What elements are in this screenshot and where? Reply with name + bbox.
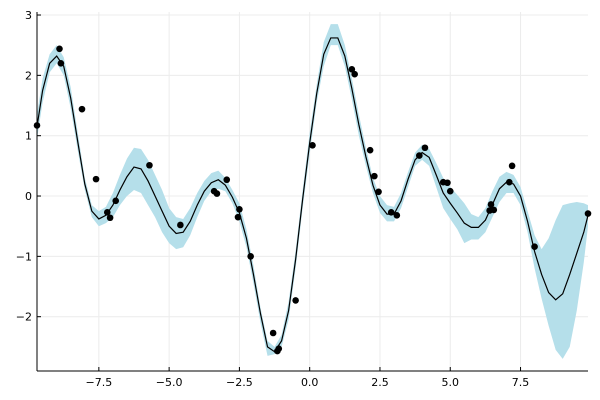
y-tick-label: 0 — [25, 190, 32, 203]
data-point — [106, 214, 114, 222]
observation-points — [33, 45, 592, 355]
data-point — [366, 146, 374, 154]
data-point — [275, 345, 283, 352]
data-point — [213, 190, 221, 197]
data-point — [505, 178, 513, 186]
axes — [36, 12, 588, 372]
data-point — [421, 144, 429, 152]
x-axis-ticks: −7.5 −5.0 −2.5 0.0 2.5 5.0 7.5 — [85, 367, 529, 389]
data-point — [223, 176, 231, 184]
data-point — [393, 212, 401, 219]
data-point — [247, 253, 254, 260]
data-point — [92, 175, 100, 183]
data-point — [292, 297, 299, 304]
y-tick-label: −1 — [16, 250, 32, 263]
data-point — [351, 70, 358, 78]
y-axis-ticks: −2 −1 0 1 2 3 — [16, 9, 41, 324]
data-point — [490, 206, 498, 214]
data-point — [387, 209, 395, 216]
x-tick-label: 2.5 — [371, 376, 389, 389]
data-point — [416, 152, 423, 159]
data-point — [508, 162, 516, 170]
y-tick-label: −2 — [16, 311, 32, 324]
data-point — [236, 205, 243, 213]
data-point — [57, 59, 65, 67]
x-tick-label: −2.5 — [226, 376, 253, 389]
x-tick-label: 7.5 — [512, 376, 530, 389]
data-point — [348, 66, 356, 73]
confidence-band — [37, 24, 588, 359]
data-point — [112, 197, 120, 205]
data-point — [234, 213, 242, 221]
confidence-band-area — [37, 24, 588, 359]
mean-line-path — [36, 37, 589, 353]
data-point — [146, 161, 153, 169]
data-point — [103, 209, 111, 216]
y-tick-label: 1 — [25, 130, 32, 143]
x-tick-label: −7.5 — [85, 376, 112, 389]
data-point — [531, 243, 538, 251]
y-tick-label: 3 — [25, 9, 32, 22]
data-point — [78, 105, 86, 113]
data-point — [446, 187, 454, 195]
data-point — [444, 179, 451, 187]
data-point — [487, 201, 495, 208]
data-point — [56, 45, 63, 53]
x-tick-label: 0.0 — [301, 376, 319, 389]
data-point — [375, 188, 382, 196]
mean-line — [36, 37, 589, 353]
data-point — [371, 172, 378, 180]
data-point — [584, 210, 592, 217]
data-point — [309, 142, 316, 149]
x-tick-label: 5.0 — [442, 376, 460, 389]
data-point — [269, 329, 277, 337]
data-point — [177, 221, 184, 229]
x-tick-label: −5.0 — [156, 376, 183, 389]
y-tick-label: 2 — [25, 69, 32, 82]
